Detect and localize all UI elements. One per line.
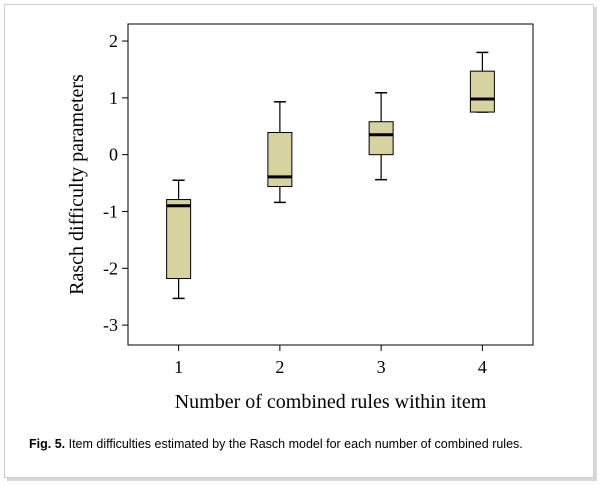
y-tick-label: -2	[103, 258, 118, 278]
y-axis-title: Rasch difficulty parameters	[66, 74, 88, 295]
box-series	[166, 51, 495, 300]
figure-frame: 2 1 0 -1 -2 -3 1 2 3 4 Rasch difficulty paramete…	[4, 4, 594, 478]
box-group-1	[166, 179, 192, 300]
plot-area	[127, 23, 534, 346]
x-axis: 1 2 3 4	[174, 345, 487, 377]
y-axis: 2 1 0 -1 -2 -3	[103, 31, 128, 335]
box-iqr	[267, 132, 293, 187]
y-tick-label: 1	[109, 88, 118, 108]
x-tick-label: 1	[174, 357, 183, 377]
y-tick-label: 0	[109, 145, 118, 165]
caption-label: Fig. 5.	[29, 437, 65, 451]
box-group-4	[469, 51, 495, 113]
y-tick-label: -3	[103, 315, 118, 335]
box-iqr	[368, 121, 394, 156]
y-tick-label: 2	[109, 31, 118, 51]
box-iqr	[166, 199, 192, 280]
box-group-2	[267, 101, 293, 204]
box-iqr	[469, 70, 495, 113]
x-tick-label: 3	[377, 357, 386, 377]
box-group-3	[368, 91, 394, 181]
y-tick-label: -1	[103, 201, 118, 221]
x-tick-label: 2	[275, 357, 284, 377]
boxplot-chart: 2 1 0 -1 -2 -3 1 2 3 4 Rasch difficulty paramete…	[29, 23, 534, 451]
caption-text: Item difficulties estimated by the Rasch…	[65, 437, 523, 451]
x-tick-label: 4	[478, 357, 487, 377]
figure-caption: Fig. 5. Item difficulties estimated by t…	[29, 437, 523, 451]
x-axis-title: Number of combined rules within item	[175, 391, 487, 413]
